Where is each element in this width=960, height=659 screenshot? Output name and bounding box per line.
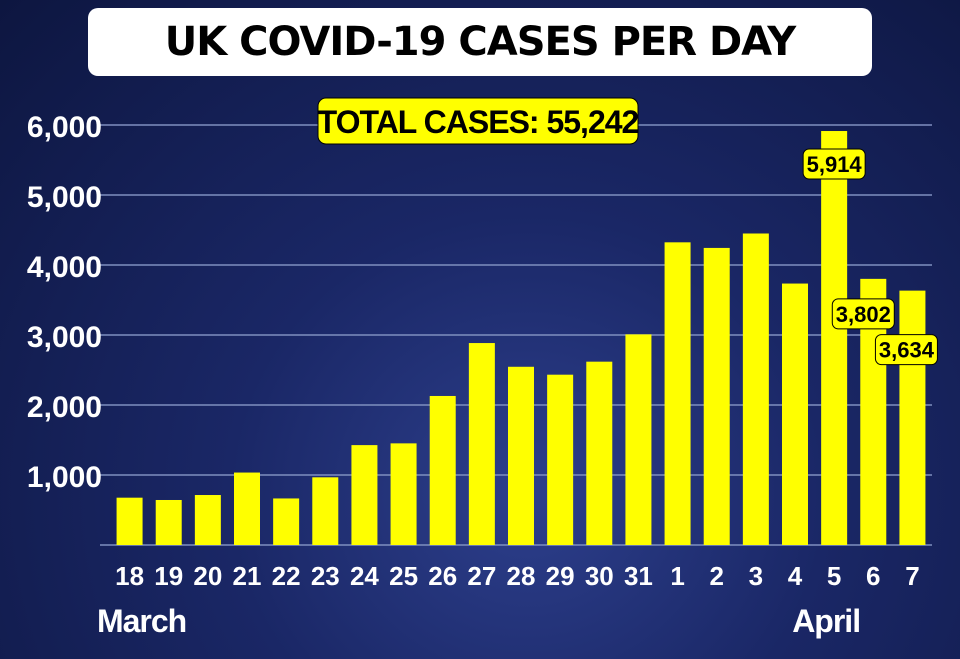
y-tick-label: 6,000 — [27, 111, 102, 144]
bar — [351, 445, 378, 545]
bar — [586, 361, 613, 545]
value-label-box — [802, 148, 866, 180]
y-tick-label: 4,000 — [27, 251, 102, 284]
bar — [429, 395, 456, 545]
chart-title: UK COVID-19 CASES PER DAY — [164, 19, 797, 65]
bar — [390, 443, 417, 545]
value-label-box — [874, 334, 938, 366]
x-tick-label: 6 — [866, 561, 880, 591]
month-label: April — [792, 603, 860, 639]
bar — [508, 366, 534, 545]
value-label: 5,914 — [807, 152, 863, 177]
x-tick-label: 28 — [507, 561, 536, 591]
x-tick-label: 5 — [827, 561, 841, 591]
x-tick-label: 4 — [788, 561, 803, 591]
bar — [703, 247, 730, 546]
x-tick-label: 23 — [311, 561, 340, 591]
bar — [625, 334, 652, 545]
x-tick-label: 7 — [905, 561, 919, 591]
x-tick-label: 1 — [670, 561, 684, 591]
x-tick-label: 26 — [428, 561, 457, 591]
x-tick-label: 25 — [389, 561, 418, 591]
x-tick-label: 30 — [585, 561, 614, 591]
total-cases-label: TOTAL CASES: 55,242 — [318, 104, 639, 140]
x-tick-label: 22 — [272, 561, 301, 591]
x-tick-label: 29 — [546, 561, 575, 591]
y-tick-label: 3,000 — [27, 321, 102, 354]
value-label: 3,634 — [879, 338, 935, 363]
bar — [547, 374, 574, 545]
bar — [742, 233, 769, 545]
x-tick-label: 2 — [709, 561, 723, 591]
bar — [664, 242, 691, 545]
x-tick-label: 19 — [154, 561, 183, 591]
bar — [312, 477, 339, 545]
x-tick-label: 3 — [749, 561, 763, 591]
bar — [194, 495, 221, 545]
bar — [821, 131, 848, 545]
x-tick-label: 27 — [467, 561, 496, 591]
value-label-box — [831, 298, 895, 330]
total-cases-box — [317, 97, 639, 145]
x-tick-label: 21 — [233, 561, 262, 591]
bar — [468, 343, 495, 545]
bar — [116, 497, 143, 545]
x-tick-label: 24 — [350, 561, 379, 591]
bar — [155, 499, 182, 545]
bar — [234, 472, 260, 545]
value-label: 3,802 — [836, 302, 891, 327]
bar — [899, 290, 926, 545]
bar — [273, 498, 300, 545]
y-tick-label: 5,000 — [27, 181, 102, 214]
title-banner: UK COVID-19 CASES PER DAY — [88, 8, 872, 76]
x-tick-label: 31 — [624, 561, 653, 591]
x-tick-label: 18 — [115, 561, 144, 591]
y-tick-label: 1,000 — [27, 461, 102, 494]
bar — [782, 283, 808, 545]
y-tick-label: 2,000 — [27, 391, 102, 424]
month-label: March — [97, 603, 186, 639]
x-tick-label: 20 — [193, 561, 222, 591]
